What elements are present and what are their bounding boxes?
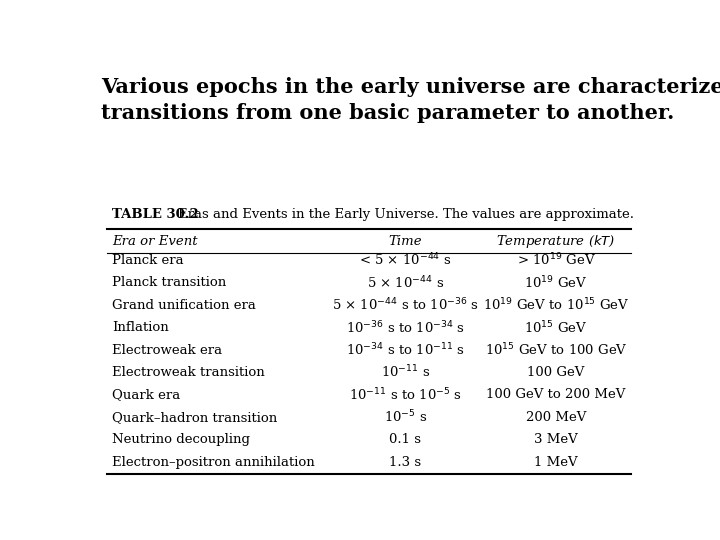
Text: Grand unification era: Grand unification era bbox=[112, 299, 256, 312]
Text: > 10$^{19}$ GeV: > 10$^{19}$ GeV bbox=[516, 252, 595, 268]
Text: 5 × 10$^{-44}$ s to 10$^{-36}$ s: 5 × 10$^{-44}$ s to 10$^{-36}$ s bbox=[332, 297, 479, 313]
Text: Temperature ($kT$): Temperature ($kT$) bbox=[496, 233, 616, 250]
Text: < 5 × 10$^{-44}$ s: < 5 × 10$^{-44}$ s bbox=[359, 252, 451, 268]
Text: 10$^{-11}$ s to 10$^{-5}$ s: 10$^{-11}$ s to 10$^{-5}$ s bbox=[348, 387, 462, 403]
Text: Era or Event: Era or Event bbox=[112, 235, 198, 248]
Text: Planck era: Planck era bbox=[112, 254, 184, 267]
Text: Electroweak transition: Electroweak transition bbox=[112, 366, 265, 379]
Text: Planck transition: Planck transition bbox=[112, 276, 227, 289]
Text: 10$^{19}$ GeV: 10$^{19}$ GeV bbox=[524, 274, 588, 291]
Text: 10$^{19}$ GeV to 10$^{15}$ GeV: 10$^{19}$ GeV to 10$^{15}$ GeV bbox=[482, 297, 629, 313]
Text: Quark era: Quark era bbox=[112, 388, 181, 401]
Text: 10$^{15}$ GeV: 10$^{15}$ GeV bbox=[524, 319, 588, 336]
Text: 10$^{15}$ GeV to 100 GeV: 10$^{15}$ GeV to 100 GeV bbox=[485, 342, 627, 359]
Text: Inflation: Inflation bbox=[112, 321, 169, 334]
Text: Quark–hadron transition: Quark–hadron transition bbox=[112, 411, 278, 424]
Text: 100 GeV to 200 MeV: 100 GeV to 200 MeV bbox=[486, 388, 626, 401]
Text: Neutrino decoupling: Neutrino decoupling bbox=[112, 434, 251, 447]
Text: Electron–positron annihilation: Electron–positron annihilation bbox=[112, 456, 315, 469]
Text: 0.1 s: 0.1 s bbox=[390, 434, 421, 447]
Text: TABLE 30.2: TABLE 30.2 bbox=[112, 208, 199, 221]
Text: 200 MeV: 200 MeV bbox=[526, 411, 586, 424]
Text: 10$^{-5}$ s: 10$^{-5}$ s bbox=[384, 409, 427, 426]
Text: Electroweak era: Electroweak era bbox=[112, 343, 222, 356]
Text: Eras and Events in the Early Universe. The values are approximate.: Eras and Events in the Early Universe. T… bbox=[178, 208, 634, 221]
Text: Various epochs in the early universe are characterized by
transitions from one b: Various epochs in the early universe are… bbox=[101, 77, 720, 123]
Text: 5 × 10$^{-44}$ s: 5 × 10$^{-44}$ s bbox=[366, 274, 444, 291]
Text: 10$^{-36}$ s to 10$^{-34}$ s: 10$^{-36}$ s to 10$^{-34}$ s bbox=[346, 319, 464, 336]
Text: 100 GeV: 100 GeV bbox=[527, 366, 585, 379]
Text: 10$^{-34}$ s to 10$^{-11}$ s: 10$^{-34}$ s to 10$^{-11}$ s bbox=[346, 342, 464, 359]
Text: 1.3 s: 1.3 s bbox=[390, 456, 421, 469]
Text: 3 MeV: 3 MeV bbox=[534, 434, 578, 447]
Text: 10$^{-11}$ s: 10$^{-11}$ s bbox=[381, 364, 430, 381]
Text: 1 MeV: 1 MeV bbox=[534, 456, 577, 469]
Text: Time: Time bbox=[389, 235, 422, 248]
